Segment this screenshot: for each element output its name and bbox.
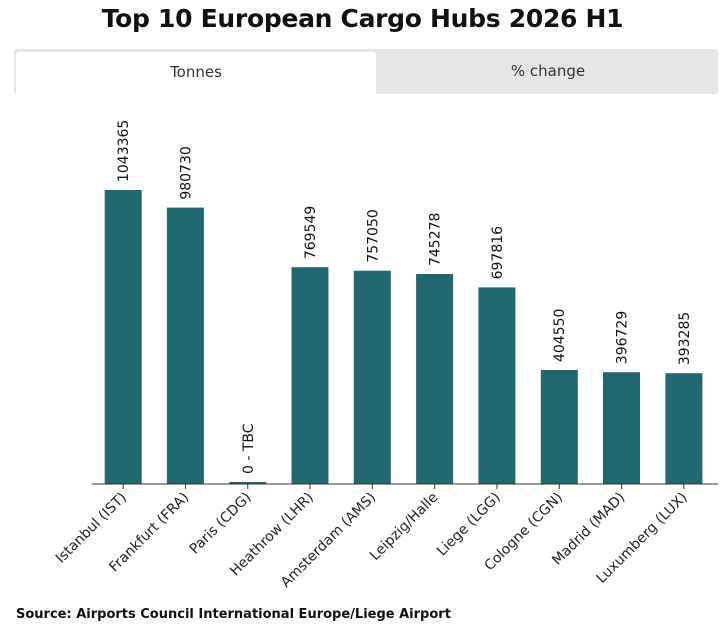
bar-9 [665, 373, 703, 484]
x-tick-label-6: Liege (LGG) [434, 490, 504, 560]
tab-tonnes[interactable]: Tonnes [16, 52, 376, 94]
data-label-0: 1043365 [116, 120, 132, 182]
tab-percent-change[interactable]: % change [510, 62, 586, 80]
chart-title: Top 10 European Cargo Hubs 2026 H1 [101, 4, 624, 33]
bar-1 [166, 207, 204, 484]
data-label-5: 745278 [428, 213, 444, 266]
data-label-3: 769549 [303, 206, 319, 259]
bar-3 [291, 267, 329, 484]
bar-5 [416, 274, 454, 484]
bar-7 [540, 370, 578, 484]
data-label-4: 757050 [365, 209, 381, 262]
bar-0 [104, 190, 142, 484]
data-label-2: 0 - TBC [241, 423, 257, 474]
data-label-8: 396729 [615, 311, 631, 364]
bar-2 [229, 482, 267, 484]
bar-8 [603, 372, 640, 484]
data-label-1: 980730 [178, 146, 194, 199]
data-label-7: 404550 [552, 309, 568, 362]
data-label-6: 697816 [490, 226, 506, 280]
source-note: Source: Airports Council International E… [16, 607, 451, 622]
data-label-9: 393285 [677, 312, 693, 365]
bar-4 [353, 270, 391, 484]
x-tick-label-2: Paris (CDG) [187, 490, 255, 558]
bar-6 [478, 287, 516, 484]
tab-bar: Tonnes % change [14, 49, 718, 94]
